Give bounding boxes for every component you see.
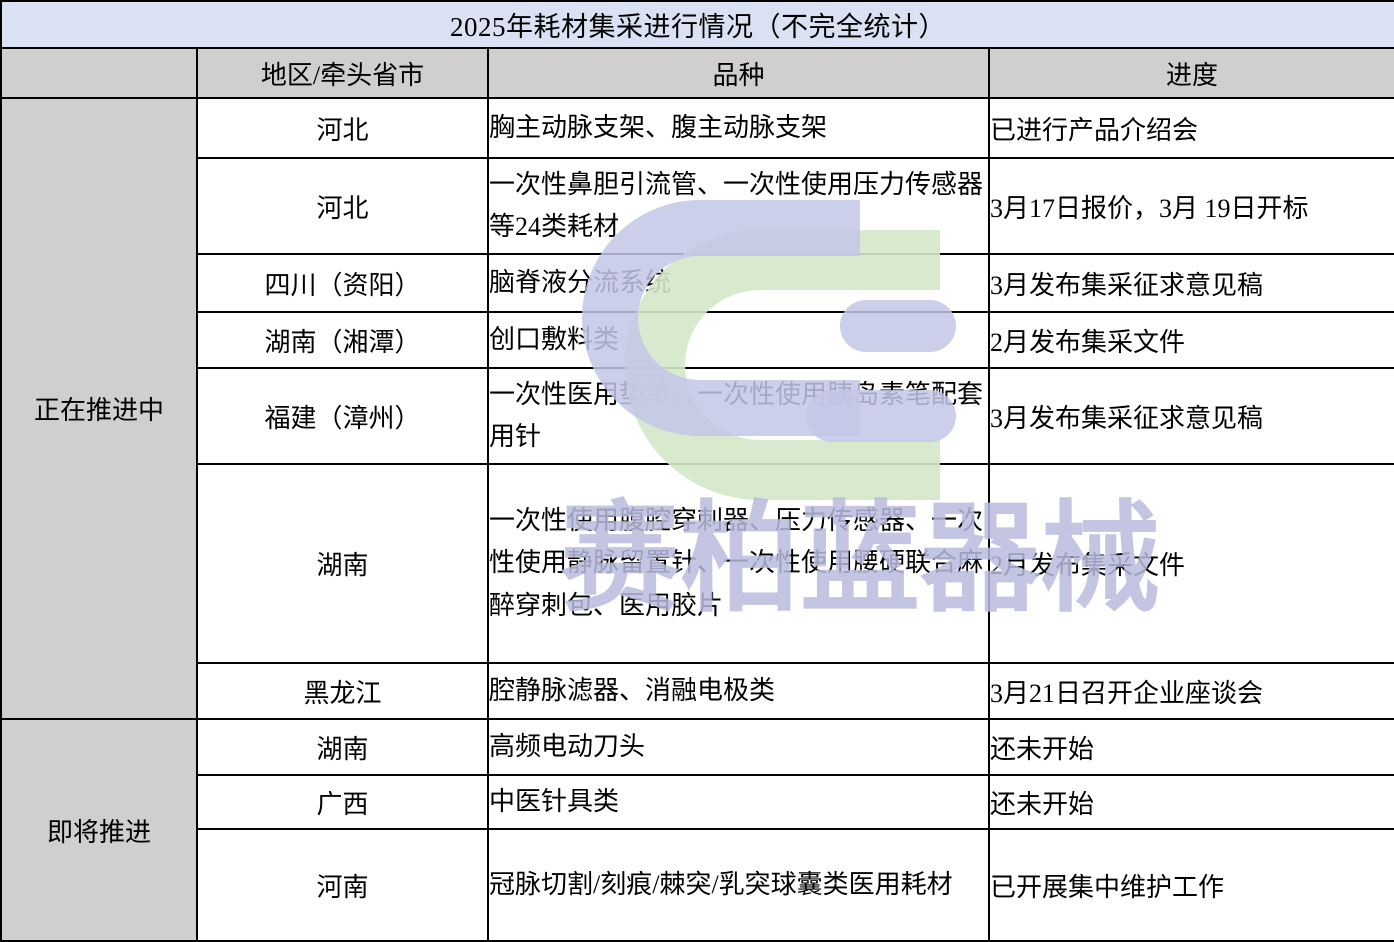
- cell-region: 湖南: [196, 463, 489, 664]
- page-title: 2025年耗材集采进行情况（不完全统计）: [0, 0, 1394, 49]
- cell-kind: 腔静脉滤器、消融电极类: [487, 662, 990, 720]
- table-row: 广西 中医针具类 还未开始: [1, 774, 1394, 830]
- column-header-kind: 品种: [487, 47, 990, 99]
- cell-kind: 创口敷料类: [487, 311, 990, 369]
- header-row: 地区/牵头省市 品种 进度: [0, 47, 1394, 99]
- cell-progress: 2月发布集采文件: [988, 463, 1394, 664]
- column-header-progress: 进度: [988, 47, 1394, 99]
- cell-region: 湖南: [196, 718, 489, 776]
- cell-progress: 还未开始: [988, 774, 1394, 830]
- table-row: 河南 冠脉切割/刻痕/棘突/乳突球囊类医用耗材 已开展集中维护工作: [1, 828, 1394, 942]
- cell-kind: 高频电动刀头: [487, 718, 990, 776]
- cell-progress: 3月17日报价，3月 19日开标: [988, 157, 1394, 255]
- cell-region: 河北: [196, 157, 489, 255]
- cell-region: 河北: [196, 97, 489, 159]
- table-row: 河北 一次性鼻胆引流管、一次性使用压力传感器等24类耗材 3月17日报价，3月 …: [1, 157, 1394, 255]
- cell-progress: 3月发布集采征求意见稿: [988, 253, 1394, 313]
- table-row: 湖南（湘潭） 创口敷料类 2月发布集采文件: [1, 311, 1394, 369]
- cell-region: 福建（漳州）: [196, 367, 489, 465]
- table-row: 四川（资阳） 脑脊液分流系统 3月发布集采征求意见稿: [1, 253, 1394, 313]
- cell-kind: 一次性鼻胆引流管、一次性使用压力传感器等24类耗材: [487, 157, 990, 255]
- cell-kind: 一次性使用腹腔穿刺器、压力传感器、一次性使用静脉留置针、一次性使用腰硬联合麻醉穿…: [487, 463, 990, 664]
- group-label-upcoming: 即将推进: [0, 718, 198, 942]
- cell-progress: 还未开始: [988, 718, 1394, 776]
- cell-progress: 已开展集中维护工作: [988, 828, 1394, 942]
- header-corner: [0, 47, 198, 99]
- title-row: 2025年耗材集采进行情况（不完全统计）: [0, 0, 1394, 49]
- table-row: 湖南 一次性使用腹腔穿刺器、压力传感器、一次性使用静脉留置针、一次性使用腰硬联合…: [1, 463, 1394, 664]
- table-row: 福建（漳州） 一次性医用垫单、一次性使用胰岛素笔配套用针 3月发布集采征求意见稿: [1, 367, 1394, 465]
- cell-region: 广西: [196, 774, 489, 830]
- cell-progress: 3月发布集采征求意见稿: [988, 367, 1394, 465]
- cell-region: 黑龙江: [196, 662, 489, 720]
- table-row: 正在推进中 河北 胸主动脉支架、腹主动脉支架 已进行产品介绍会: [0, 97, 1394, 720]
- cell-kind: 中医针具类: [487, 774, 990, 830]
- cell-region: 湖南（湘潭）: [196, 311, 489, 369]
- cell-region: 四川（资阳）: [196, 253, 489, 313]
- cell-progress: 2月发布集采文件: [988, 311, 1394, 369]
- column-header-region: 地区/牵头省市: [196, 47, 489, 99]
- group-label-in-progress: 正在推进中: [0, 97, 198, 720]
- cell-region: 河南: [196, 828, 489, 942]
- cell-kind: 一次性医用垫单、一次性使用胰岛素笔配套用针: [487, 367, 990, 465]
- table-row: 黑龙江 腔静脉滤器、消融电极类 3月21日召开企业座谈会: [1, 662, 1394, 720]
- cell-kind: 胸主动脉支架、腹主动脉支架: [487, 97, 990, 159]
- table-row: 即将推进 湖南 高频电动刀头 还未开始: [0, 718, 1394, 942]
- cell-kind: 脑脊液分流系统: [487, 253, 990, 313]
- cell-kind: 冠脉切割/刻痕/棘突/乳突球囊类医用耗材: [487, 828, 990, 942]
- cell-progress: 3月21日召开企业座谈会: [988, 662, 1394, 720]
- cell-progress: 已进行产品介绍会: [988, 97, 1394, 159]
